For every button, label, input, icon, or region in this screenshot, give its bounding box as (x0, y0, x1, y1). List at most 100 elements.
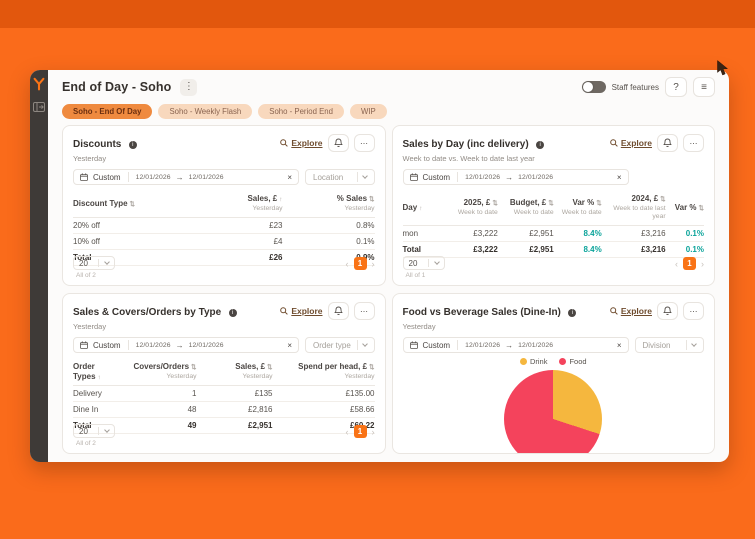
table-row: Delivery 1 £135 £135.00 (73, 386, 375, 403)
column-header-day[interactable]: Day ↑ (402, 202, 423, 212)
prev-page-button[interactable]: ‹ (345, 426, 349, 437)
legend-item-food[interactable]: Food (559, 357, 587, 366)
date-range-filter[interactable]: Custom 12/01/2026 → 12/01/2026 × (73, 169, 299, 185)
column-header-2025[interactable]: 2025, £ ⇅ Week to date (457, 198, 498, 216)
column-header-sales[interactable]: Sales, £ ↑ Yesterday (247, 194, 283, 212)
start-date: 12/01/2026 (465, 173, 501, 181)
bell-icon (663, 306, 672, 315)
chevron-down-icon (361, 341, 368, 347)
window-header: End of Day - Soho ⋮ Staff features ? ≡ (62, 76, 715, 98)
calendar-icon (409, 341, 418, 349)
column-header-sales[interactable]: Sales, £ ⇅ Yesterday (235, 362, 273, 381)
column-header-2024[interactable]: 2024, £ ⇅ Week to date last year (613, 194, 666, 220)
division-filter-dropdown[interactable]: Division (634, 337, 704, 353)
calendar-icon (80, 173, 88, 181)
alerts-bell-button[interactable] (657, 134, 678, 152)
calendar-icon (80, 341, 88, 349)
explore-link[interactable]: Explore (280, 138, 323, 148)
end-date: 12/01/2026 (188, 341, 224, 349)
table-row: Dine In 48 £2,816 £58.66 (73, 402, 375, 419)
page-size-select[interactable]: 20 (73, 424, 115, 438)
app-sidebar (30, 70, 48, 462)
explore-link[interactable]: Explore (610, 306, 652, 316)
page-menu-button[interactable]: ⋮ (180, 78, 198, 96)
clear-date-icon[interactable]: × (287, 340, 292, 350)
sales-by-day-table: Day ↑ 2025, £ ⇅ Week to date Budget, £ ⇅ Week… (402, 191, 704, 259)
panel-title: Food vs Beverage Sales (Dine-In) (402, 307, 561, 318)
app-logo-icon[interactable] (32, 77, 46, 91)
staff-features-toggle[interactable] (581, 81, 606, 93)
end-date: 12/01/2026 (518, 341, 554, 349)
sort-icon: ⇅ (267, 364, 273, 372)
divider (98, 259, 99, 267)
end-date: 12/01/2026 (518, 173, 554, 181)
alerts-bell-button[interactable] (327, 302, 349, 320)
panel-food-vs-beverage: Food vs Beverage Sales (Dine-In) i Yeste… (391, 293, 715, 454)
date-range-filter[interactable]: Custom 12/01/2026 → 12/01/2026 × (402, 337, 629, 353)
current-page-button[interactable]: 1 (353, 257, 367, 270)
current-page-button[interactable]: 1 (353, 425, 367, 438)
page-size-select[interactable]: 20 (402, 256, 445, 270)
date-preset-label: Custom (93, 172, 121, 182)
more-options-button[interactable]: ⋯ (353, 134, 375, 152)
pagination-caption: All of 1 (405, 272, 426, 279)
tab-soho-period-end[interactable]: Soho - Period End (258, 104, 344, 119)
table-total-row: Total £3,222 £2,951 8.4% £3,216 0.1% (402, 242, 704, 259)
main-menu-button[interactable]: ≡ (693, 77, 715, 97)
column-header-var-ly[interactable]: Var % ⇅ (674, 202, 704, 212)
clear-date-icon[interactable]: × (616, 340, 622, 350)
tab-soho-weekly-flash[interactable]: Soho - Weekly Flash (158, 104, 253, 119)
next-page-button[interactable]: › (371, 258, 375, 269)
report-tabs: Soho - End Of Day Soho - Weekly Flash So… (62, 104, 715, 119)
pagination: 20 All of 2 ‹ 1 › (73, 424, 375, 447)
prev-page-button[interactable]: ‹ (345, 258, 349, 269)
next-page-button[interactable]: › (701, 258, 704, 269)
location-filter-dropdown[interactable]: Location (305, 169, 375, 185)
panel-discounts: Discounts i Yesterday Explore ⋯ (62, 125, 386, 286)
search-icon (280, 307, 289, 315)
column-header-var-wtd[interactable]: Var % ⇅ Week to date (561, 198, 602, 216)
column-header-spend-per-head[interactable]: Spend per head, £ ⇅ Yesterday (298, 362, 375, 381)
page-size-select[interactable]: 20 (73, 256, 115, 270)
column-header-covers-orders[interactable]: Covers/Orders ⇅ Yesterday (133, 362, 197, 381)
legend-item-drink[interactable]: Drink (519, 357, 547, 366)
chevron-down-icon (104, 427, 110, 433)
sort-icon: ↑ (97, 373, 101, 381)
pagination: 20 All of 1 ‹ 1 › (402, 256, 704, 279)
current-page-button[interactable]: 1 (683, 257, 696, 270)
info-icon[interactable]: i (128, 141, 137, 149)
info-icon[interactable]: i (536, 141, 545, 149)
explore-link[interactable]: Explore (610, 138, 652, 148)
column-header-budget[interactable]: Budget, £ ⇅ Week to date (509, 198, 554, 216)
next-page-button[interactable]: › (371, 426, 375, 437)
info-icon[interactable]: i (568, 309, 577, 317)
tab-wip[interactable]: WIP (349, 104, 387, 119)
column-header-order-types[interactable]: Order Types ↑ (73, 362, 101, 381)
divider (98, 427, 99, 435)
column-header-discount-type[interactable]: Discount Type ⇅ (73, 198, 135, 208)
sidebar-expand-icon[interactable] (33, 102, 45, 112)
clear-date-icon[interactable]: × (616, 172, 622, 182)
panel-orders-by-type: Sales & Covers/Orders by Type i Yesterda… (62, 293, 386, 454)
tab-soho-end-of-day[interactable]: Soho - End Of Day (62, 104, 153, 119)
dashboard-grid: Discounts i Yesterday Explore ⋯ (62, 125, 715, 454)
date-range-filter[interactable]: Custom 12/01/2026 → 12/01/2026 × (402, 169, 629, 185)
dropdown-placeholder: Location (313, 172, 344, 182)
pagination-caption: All of 2 (76, 440, 96, 447)
more-options-button[interactable]: ⋯ (683, 302, 704, 320)
calendar-icon (409, 173, 418, 181)
prev-page-button[interactable]: ‹ (675, 258, 678, 269)
sort-icon: ⇅ (660, 196, 666, 203)
explore-link[interactable]: Explore (280, 306, 323, 316)
discounts-table: Discount Type ⇅ Sales, £ ↑ Yesterday % Sale… (73, 191, 375, 266)
order-type-filter-dropdown[interactable]: Order type (305, 337, 375, 353)
more-options-button[interactable]: ⋯ (353, 302, 375, 320)
help-button[interactable]: ? (665, 77, 687, 97)
alerts-bell-button[interactable] (657, 302, 678, 320)
date-range-filter[interactable]: Custom 12/01/2026 → 12/01/2026 × (73, 337, 299, 353)
alerts-bell-button[interactable] (327, 134, 349, 152)
clear-date-icon[interactable]: × (287, 172, 292, 182)
info-icon[interactable]: i (228, 309, 237, 317)
more-options-button[interactable]: ⋯ (683, 134, 704, 152)
column-header-pct-sales[interactable]: % Sales ⇅ Yesterday (336, 194, 375, 212)
